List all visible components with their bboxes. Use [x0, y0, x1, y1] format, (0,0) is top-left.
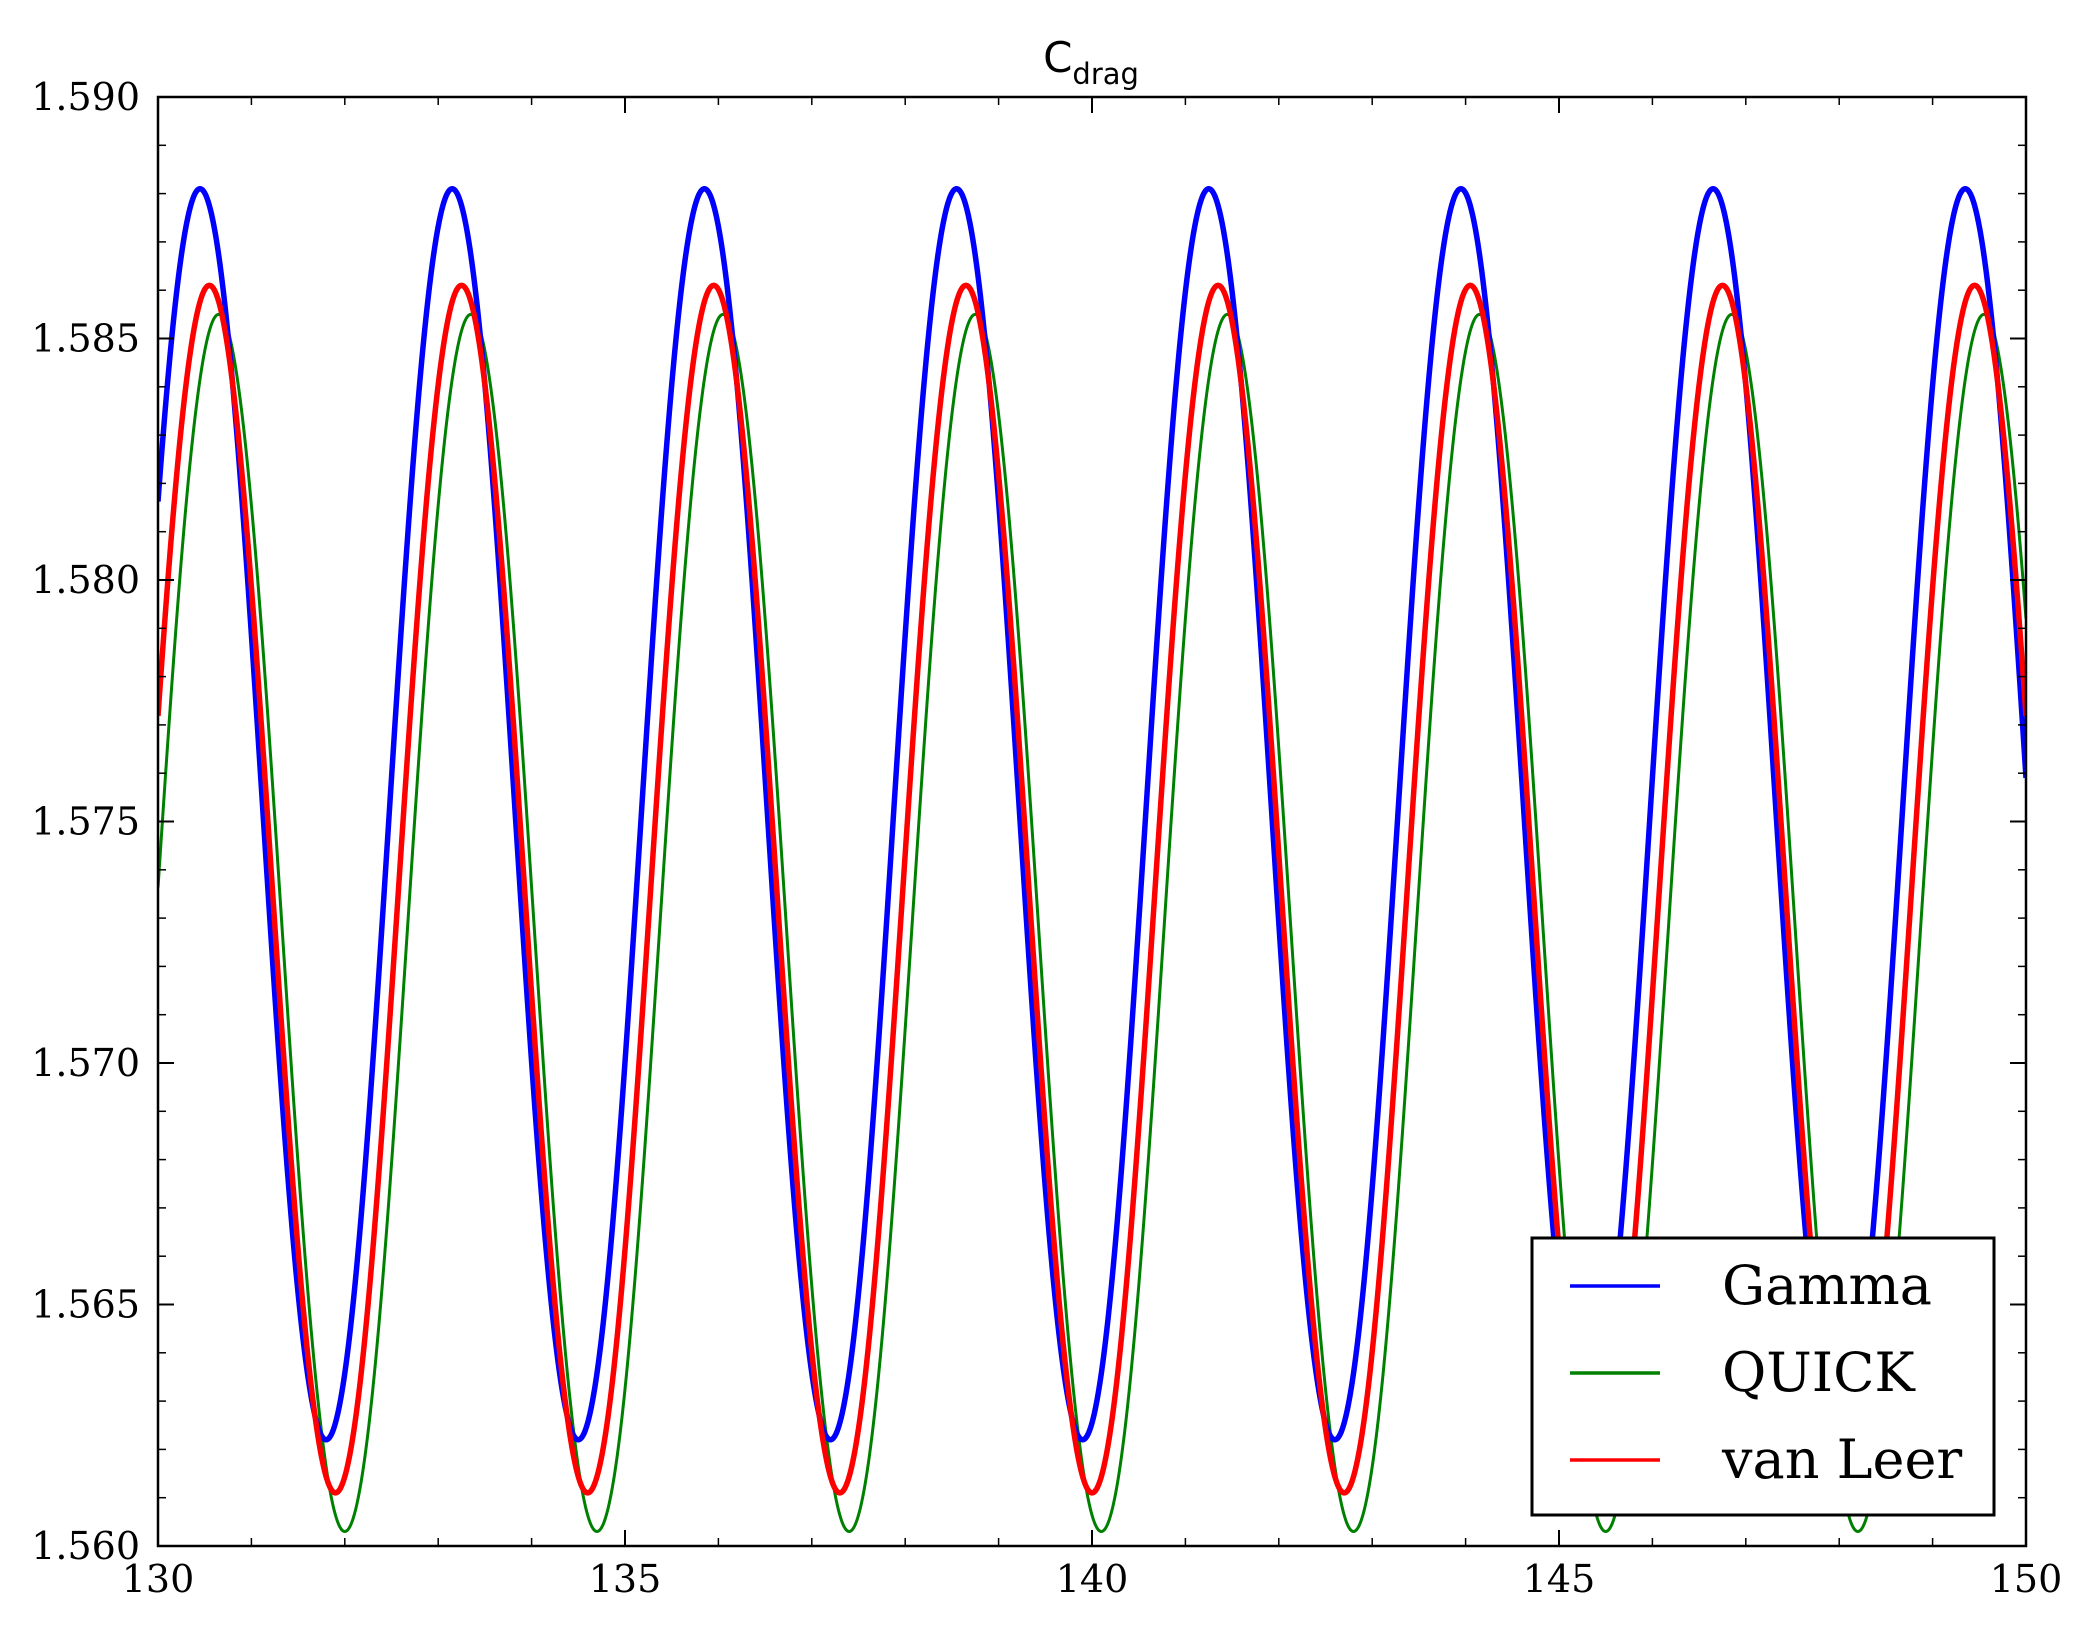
y-tick-label: 1.585 — [31, 317, 140, 361]
y-tick-label: 1.590 — [31, 75, 140, 119]
legend-label-van-leer: van Leer — [1721, 1428, 1962, 1491]
chart-title: Cdrag — [1043, 33, 1139, 91]
chart-title-main: C — [1043, 33, 1072, 82]
x-tick-label: 130 — [122, 1557, 195, 1601]
y-tick-label: 1.575 — [31, 800, 140, 844]
x-tick-label: 135 — [589, 1557, 662, 1601]
legend-label-quick: QUICK — [1722, 1341, 1916, 1404]
series-line-van-leer — [158, 282, 2026, 1496]
legend-label-gamma: Gamma — [1722, 1254, 1932, 1317]
series-line-quick — [158, 312, 2026, 1534]
y-tick-label: 1.570 — [31, 1041, 140, 1085]
y-tick-label: 1.560 — [31, 1524, 140, 1568]
y-tick-label: 1.580 — [31, 558, 140, 602]
x-tick-label: 145 — [1523, 1557, 1596, 1601]
series-line-gamma — [158, 186, 2026, 1443]
x-tick-label: 140 — [1056, 1557, 1129, 1601]
series-layer — [158, 186, 2026, 1534]
legend: Gamma QUICK van Leer — [1530, 1236, 1996, 1517]
y-tick-label: 1.565 — [31, 1283, 140, 1327]
tick-layer: 130 135 140 145 150 1.560 1.565 1.570 1.575 1.580… — [31, 75, 2062, 1601]
x-tick-label: 150 — [1990, 1557, 2063, 1601]
legend-box — [1530, 1236, 1996, 1517]
chart-title-subscript: drag — [1072, 57, 1139, 91]
